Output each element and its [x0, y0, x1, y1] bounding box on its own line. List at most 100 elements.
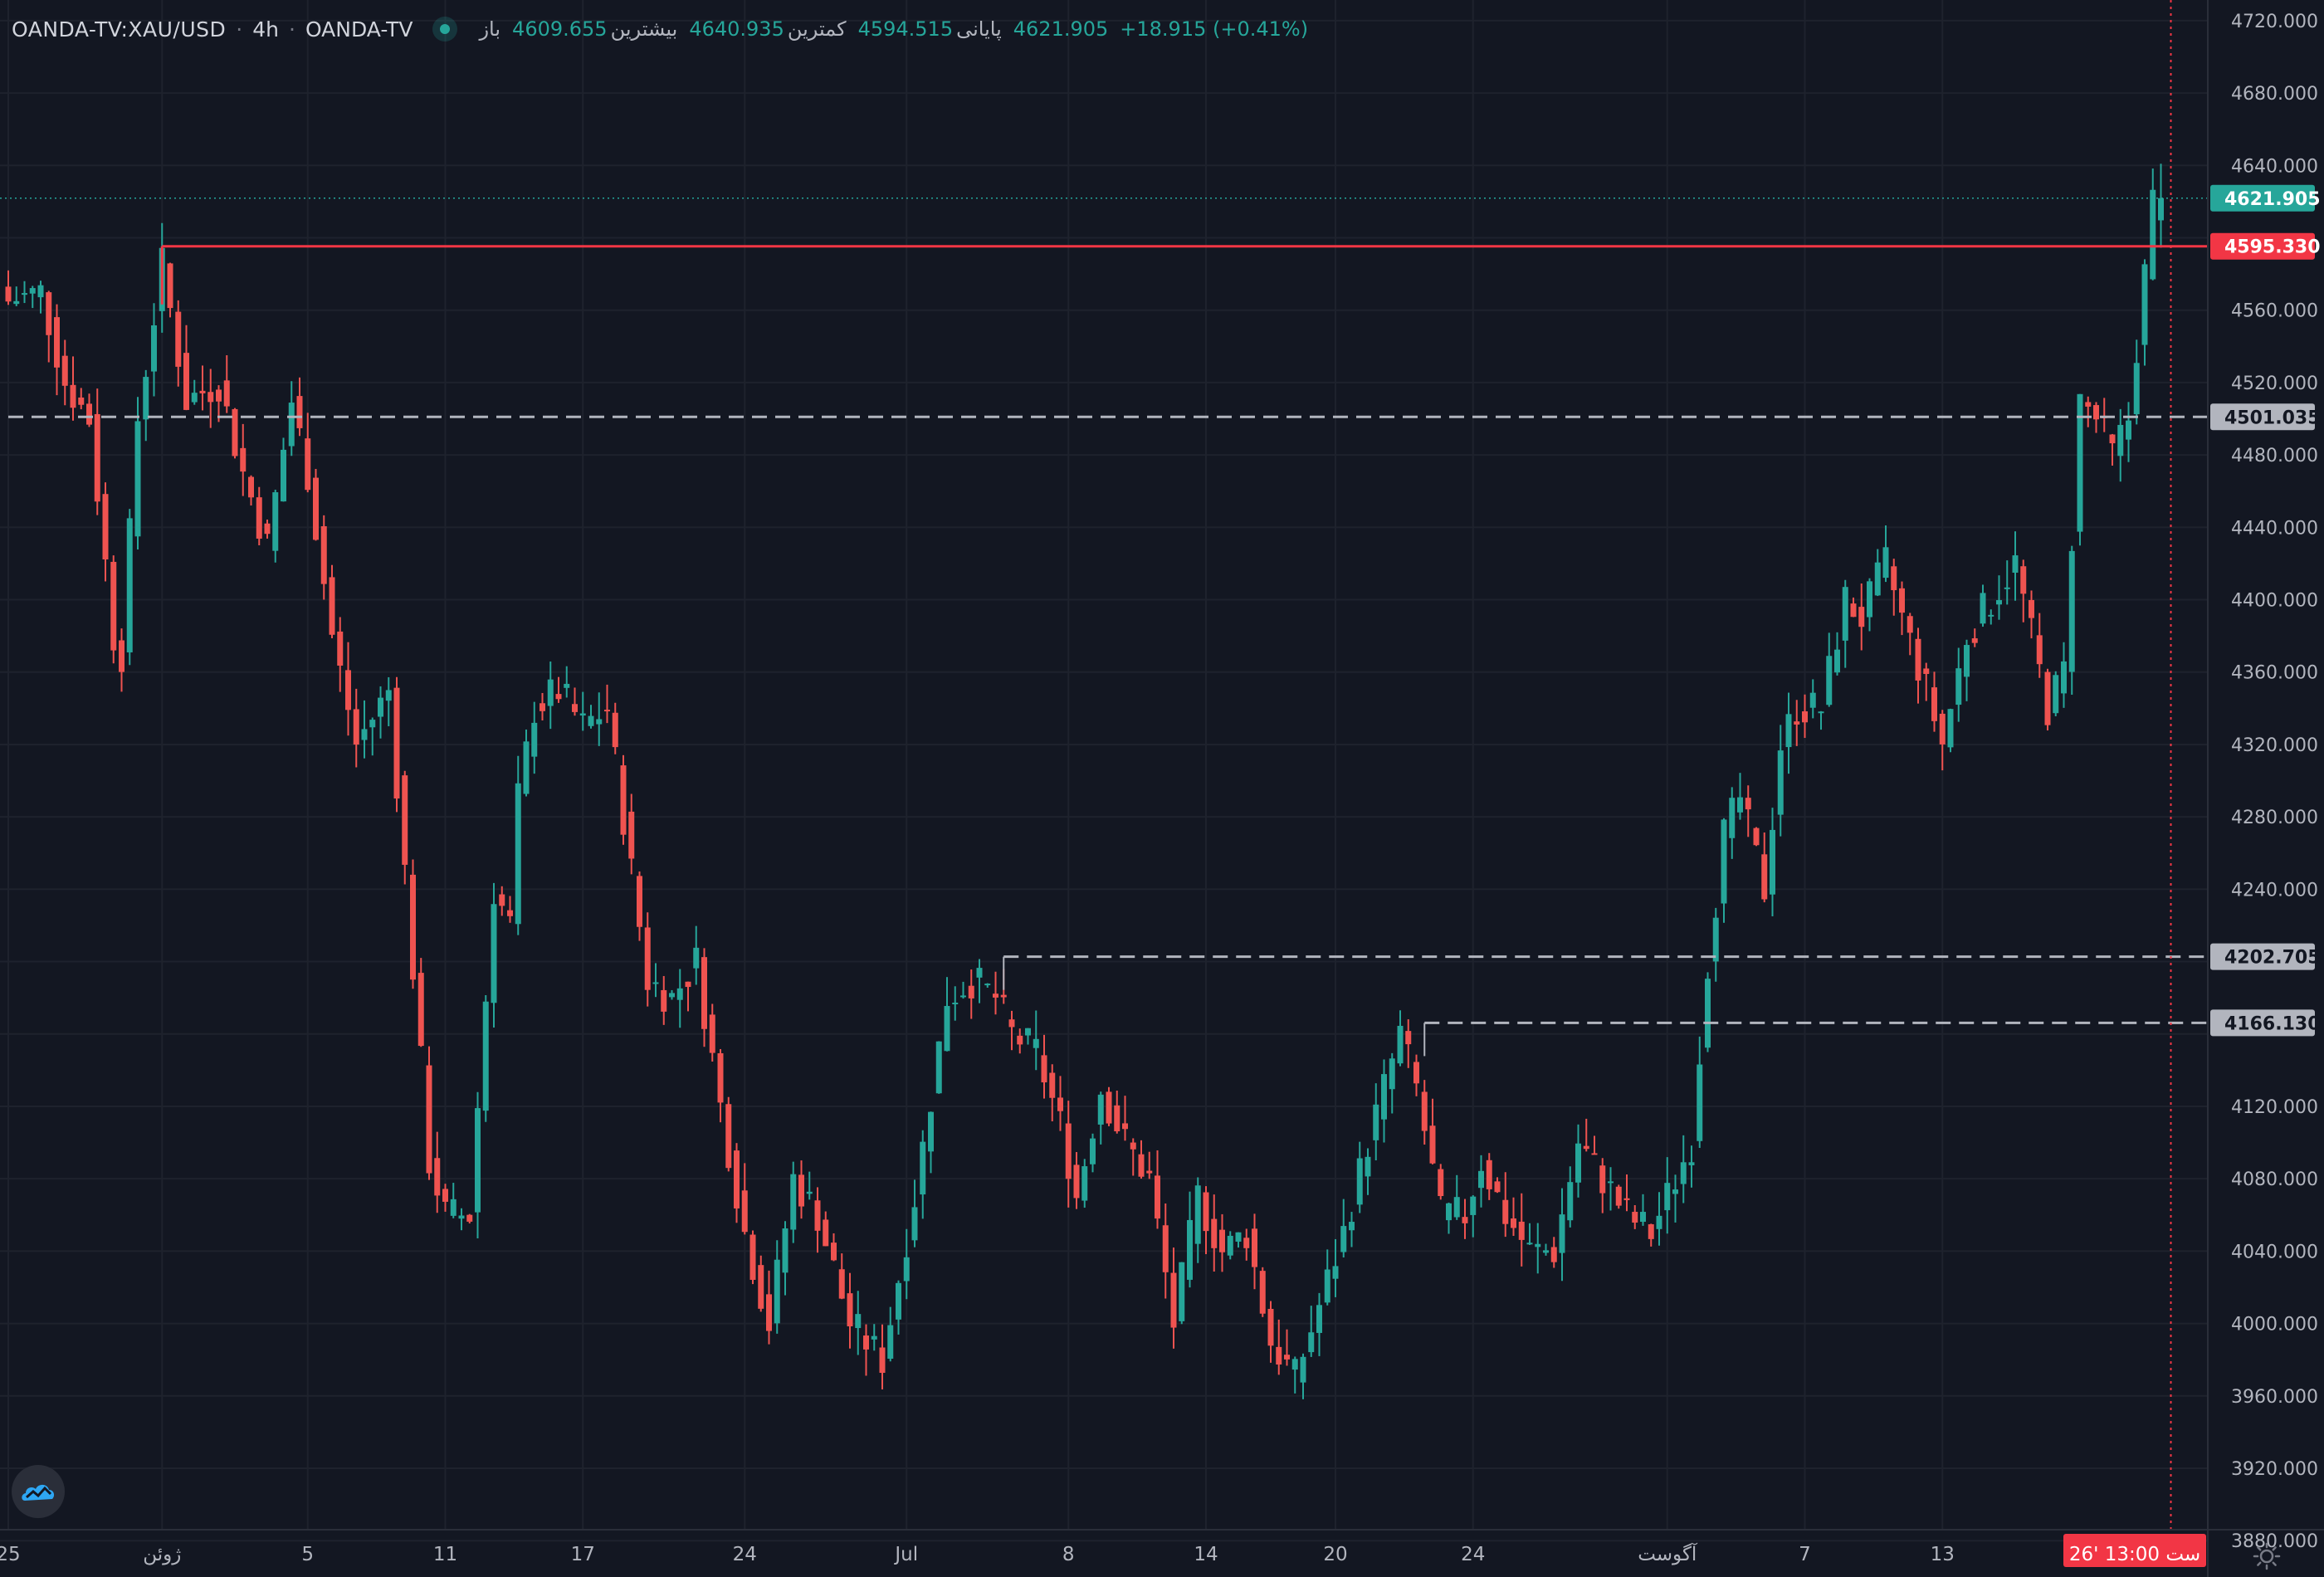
candle-body — [1446, 1203, 1452, 1221]
time-axis-label: Jul — [893, 1544, 918, 1565]
candle-body — [1899, 588, 1905, 613]
candle-body — [1802, 711, 1808, 723]
candle-body — [823, 1219, 829, 1247]
candle-body — [442, 1189, 448, 1202]
candle-body — [2012, 555, 2019, 573]
candle-body — [2053, 675, 2059, 714]
candle-body — [790, 1174, 797, 1230]
price-axis-label: 4680.000 — [2231, 84, 2318, 105]
price-axis-label: 4040.000 — [2231, 1242, 2318, 1262]
candle-body — [353, 709, 359, 745]
candle-body — [1688, 1162, 1695, 1165]
candle-body — [1049, 1072, 1056, 1098]
gear-icon — [2253, 1542, 2281, 1570]
candle-body — [272, 492, 279, 551]
candle-body — [466, 1214, 473, 1222]
candle-body — [1389, 1058, 1395, 1090]
candle-body — [1486, 1160, 1492, 1189]
time-axis-label: 11 — [433, 1544, 457, 1565]
candle-body — [960, 995, 966, 998]
price-axis-label: 4720.000 — [2231, 12, 2318, 32]
candle-body — [564, 683, 570, 688]
candle-body — [612, 712, 618, 748]
candle-body — [1858, 607, 1865, 627]
high-label: بیشترین — [610, 17, 678, 41]
candle-body — [491, 904, 497, 1003]
candle-body — [1170, 1272, 1177, 1328]
candle-body — [579, 713, 586, 716]
candle-body — [223, 380, 230, 407]
candle-body — [378, 697, 383, 717]
candle-body — [216, 389, 222, 402]
time-axis-label: آگوست — [1638, 1542, 1698, 1565]
candle-body — [361, 729, 368, 740]
candle-body — [1664, 1183, 1671, 1211]
candle-body — [2068, 550, 2075, 672]
candle-body — [1712, 917, 1719, 962]
price-label-text: 4166.130 — [2224, 1013, 2321, 1034]
settings-button[interactable] — [2251, 1540, 2282, 1572]
candle-body — [1122, 1123, 1128, 1130]
candle-body — [78, 397, 85, 405]
candle-body — [1259, 1271, 1266, 1314]
close-label: پایانی — [956, 17, 1002, 41]
candle-body — [766, 1294, 772, 1331]
time-axis-label: 17 — [571, 1544, 595, 1565]
candle-body — [1559, 1214, 1565, 1253]
timeframe-label[interactable]: 4h — [252, 17, 279, 42]
candle-body — [1114, 1105, 1120, 1132]
candle-body — [240, 447, 247, 472]
candle-body — [515, 783, 521, 925]
candle-body — [685, 981, 691, 988]
candle-body — [1640, 1212, 1646, 1223]
candle-body — [2093, 405, 2099, 420]
candle-body — [458, 1215, 465, 1219]
candle-body — [208, 392, 214, 403]
candle-body — [1252, 1228, 1257, 1267]
candle-body — [887, 1325, 894, 1360]
symbol-name[interactable]: OANDA-TV:XAU/USD — [12, 17, 227, 42]
candle-body — [1106, 1091, 1112, 1124]
candle-body — [1065, 1123, 1072, 1179]
candle-body — [1761, 854, 1768, 900]
candle-body — [1025, 1028, 1031, 1036]
candle-body — [1850, 603, 1857, 618]
price-axis-label: 4400.000 — [2231, 591, 2318, 612]
candle-body — [313, 477, 319, 540]
close-value: 4621.905 — [1013, 17, 1109, 41]
market-status-icon[interactable] — [432, 17, 458, 42]
candle-body — [475, 1108, 481, 1213]
tradingview-cloud-icon — [22, 1484, 55, 1501]
candle-body — [385, 690, 392, 701]
candle-body — [709, 1014, 715, 1053]
candle-body — [2158, 198, 2164, 221]
candle-body — [863, 1335, 869, 1350]
candle-body — [1324, 1269, 1330, 1303]
candle-body — [13, 300, 20, 305]
candle-body — [1608, 1181, 1614, 1184]
candle-body — [920, 1141, 926, 1195]
candle-body — [1462, 1217, 1468, 1223]
candle-body — [572, 704, 578, 712]
candle-body — [1421, 1091, 1428, 1131]
candle-body — [637, 876, 642, 927]
time-axis-label: 24 — [1461, 1544, 1485, 1565]
candle-body — [22, 293, 27, 295]
candle-body — [749, 1234, 756, 1280]
candle-body — [1777, 750, 1784, 815]
price-axis-label: 4360.000 — [2231, 663, 2318, 684]
candle-body — [1316, 1305, 1322, 1333]
candle-body — [337, 631, 344, 666]
candle-body — [1964, 645, 1970, 677]
price-label-box — [2210, 943, 2315, 970]
candle-body — [329, 577, 335, 635]
price-axis-label: 4120.000 — [2231, 1097, 2318, 1118]
time-axis-label: 8 — [1062, 1544, 1075, 1565]
price-label-box — [2210, 1009, 2315, 1037]
candle-body — [1575, 1143, 1581, 1183]
candle-body — [1518, 1221, 1525, 1240]
tradingview-logo-button[interactable] — [12, 1465, 65, 1518]
chart-legend: OANDA-TV:XAU/USD · 4h · OANDA-TV باز 460… — [12, 12, 1308, 46]
